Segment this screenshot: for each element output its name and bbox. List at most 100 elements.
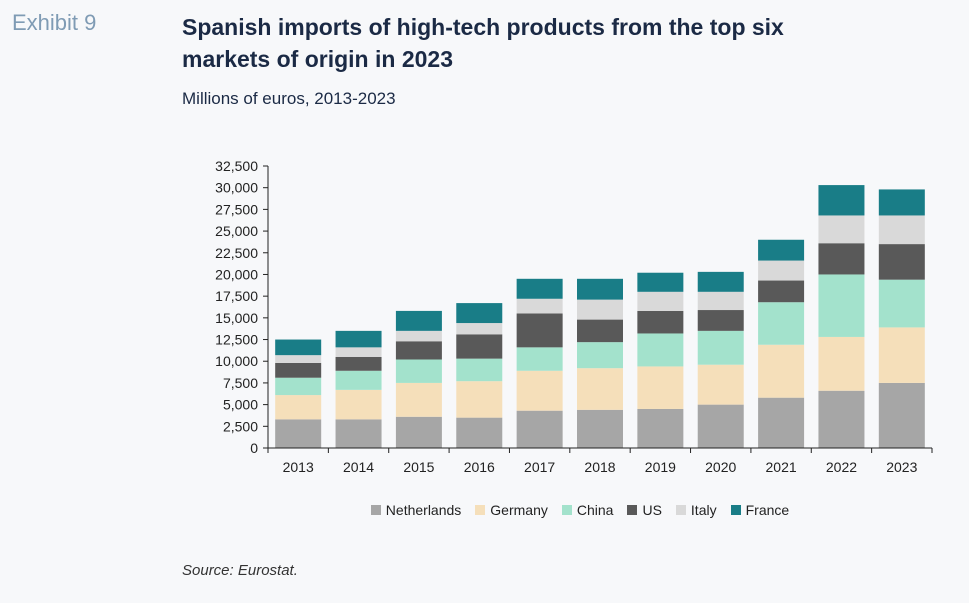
bar-segment (878, 382, 925, 448)
chart-subtitle: Millions of euros, 2013-2023 (182, 89, 396, 108)
x-tick-label: 2017 (524, 459, 555, 475)
y-tick-label: 12,500 (215, 332, 258, 348)
x-tick-label: 2013 (283, 459, 314, 475)
bar-segment (758, 302, 805, 345)
bar-segment (275, 355, 322, 363)
legend-label: China (576, 502, 614, 518)
bar-segment (335, 389, 382, 420)
y-tick-label: 25,000 (215, 223, 258, 239)
y-tick-label: 30,000 (215, 180, 258, 196)
legend-label: Germany (490, 502, 548, 518)
bar-segment (275, 419, 322, 448)
bar-segment (818, 243, 865, 275)
x-tick-label: 2018 (584, 459, 615, 475)
bar-segment (456, 323, 503, 335)
x-tick-label: 2023 (886, 459, 917, 475)
source-note: Source: Eurostat. (182, 562, 298, 579)
bar-segment (697, 364, 744, 405)
legend-swatch (627, 505, 638, 515)
bar-segment (637, 272, 684, 292)
bar-segment (275, 395, 322, 420)
legend-swatch (675, 505, 686, 515)
y-tick-label: 0 (250, 440, 258, 456)
bar-segment (516, 370, 563, 411)
bar-segment (577, 319, 623, 343)
legend-item: France (730, 502, 790, 518)
bar-segment (456, 334, 503, 359)
chart-title: Spanish imports of high-tech products fr… (182, 14, 784, 72)
bar-segment (456, 303, 503, 324)
x-tick-label: 2014 (343, 459, 374, 475)
bar-segment (275, 377, 322, 396)
bar-segment (456, 381, 503, 418)
x-tick-label: 2015 (403, 459, 434, 475)
bar-segment (758, 397, 805, 448)
legend-label: Netherlands (385, 502, 462, 518)
legend-swatch (370, 505, 381, 515)
bar-segment (516, 410, 563, 448)
bar-segment (818, 215, 865, 244)
y-tick-label: 22,500 (215, 245, 258, 261)
bar-segment (395, 416, 442, 448)
bar-segment (395, 382, 442, 417)
bar-segment (697, 271, 744, 292)
bar-segment (335, 347, 382, 357)
legend-swatch (730, 505, 741, 515)
bar-segment (577, 409, 623, 448)
bar-segment (456, 417, 503, 448)
bar-segment (878, 279, 925, 328)
bar-segment (637, 291, 684, 311)
y-tick-label: 20,000 (215, 266, 258, 282)
bar-segment (516, 313, 563, 348)
bar-segment (878, 215, 925, 245)
legend-swatch (475, 505, 486, 515)
legend-label: France (745, 502, 790, 518)
bar-segment (758, 260, 805, 281)
bar-segment (395, 341, 442, 360)
bar-segment (516, 347, 563, 371)
bar-segment (395, 359, 442, 383)
bar-segment (516, 278, 563, 299)
y-tick-label: 17,500 (215, 288, 258, 304)
bar-segment (637, 333, 684, 367)
legend-label: US (642, 502, 662, 518)
x-tick-label: 2022 (826, 459, 857, 475)
bar-segment (335, 330, 382, 348)
bar-segment (878, 244, 925, 280)
legend-item: US (627, 502, 662, 518)
legend-label: Italy (690, 502, 717, 518)
legend-item: Germany (475, 502, 548, 518)
bar-segment (697, 291, 744, 311)
y-tick-label: 2,500 (223, 418, 258, 434)
bar-segment (456, 358, 503, 382)
bar-segment (758, 239, 805, 261)
y-tick-label: 7,500 (223, 375, 258, 391)
x-tick-label: 2019 (645, 459, 676, 475)
exhibit-label: Exhibit 9 (12, 10, 97, 35)
legend-item: Italy (675, 502, 717, 518)
bar-segment (577, 368, 623, 410)
bar-segment (697, 404, 744, 448)
bar-segment (637, 366, 684, 409)
bar-segment (818, 185, 865, 216)
chart-legend: Netherlands Germany China US Italy France (320, 502, 840, 518)
bar-segment (516, 298, 563, 314)
bar-segment (577, 342, 623, 369)
bar-segment (637, 408, 684, 448)
x-tick-label: 2021 (766, 459, 797, 475)
bar-segment (275, 362, 322, 378)
bar-segment (577, 299, 623, 320)
bar-segment (818, 390, 865, 448)
bar-segment (818, 274, 865, 337)
bar-segment (395, 310, 442, 331)
bar-segment (878, 189, 925, 216)
bar-segment (697, 330, 744, 365)
bar-segment (335, 356, 382, 371)
bar-segment (275, 339, 322, 356)
x-tick-label: 2020 (705, 459, 736, 475)
y-tick-label: 10,000 (215, 353, 258, 369)
y-tick-label: 32,500 (215, 158, 258, 174)
y-tick-label: 15,000 (215, 310, 258, 326)
bar-segment (395, 330, 442, 342)
